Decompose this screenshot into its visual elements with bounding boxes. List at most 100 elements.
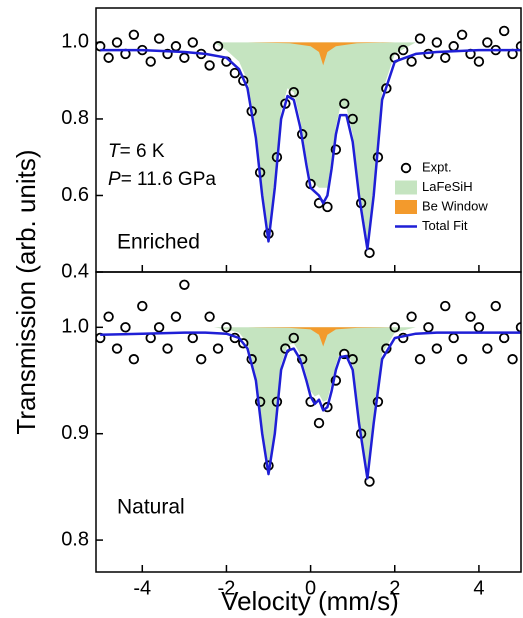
data-point [339, 98, 350, 109]
data-point [507, 354, 518, 365]
data-point [111, 37, 123, 48]
data-point [364, 476, 375, 487]
data-point [179, 279, 190, 290]
data-point [440, 300, 451, 312]
temperature-symbol: T [108, 141, 121, 162]
data-point [179, 52, 190, 63]
data-point [212, 343, 224, 354]
data-point [128, 29, 140, 40]
data-point [364, 247, 375, 259]
data-point [482, 37, 493, 48]
data-point [515, 41, 521, 52]
legend-symbol [395, 200, 417, 214]
y-tick-label: 0.9 [61, 422, 89, 444]
pressure-value: = 11.6 GPa [121, 169, 217, 190]
data-point [322, 201, 333, 213]
x-tick-label: 0 [305, 577, 316, 599]
data-point [482, 343, 493, 354]
fit-line [100, 48, 521, 251]
data-point [103, 52, 114, 63]
data-point [313, 417, 325, 429]
x-tick-label: 4 [473, 577, 484, 599]
data-point [473, 322, 485, 333]
data-point [280, 343, 291, 354]
data-point [473, 56, 485, 67]
temperature-label: T= 6 K [108, 141, 165, 162]
axes-frame [95, 271, 522, 573]
data-point [397, 44, 409, 56]
data-point [288, 86, 299, 98]
area [247, 42, 395, 66]
data-point [238, 338, 249, 349]
data-point [414, 33, 426, 44]
data-point [498, 25, 510, 37]
data-point [406, 56, 417, 67]
data-point [170, 311, 182, 322]
data-point [423, 322, 434, 333]
data-point [456, 354, 468, 365]
data-point [330, 144, 342, 155]
data-point [406, 311, 417, 322]
area [247, 327, 395, 347]
data-point [204, 60, 215, 71]
data-point [490, 300, 501, 312]
y-tick-label: 0.6 [61, 184, 89, 206]
pressure-symbol: P [108, 169, 121, 190]
data-point [195, 354, 207, 365]
data-point [448, 332, 459, 344]
area [213, 327, 416, 475]
y-tick-label: 0.8 [61, 528, 89, 550]
panel-label: Natural [117, 496, 185, 519]
y-tick-label: 0.8 [61, 107, 89, 129]
data-point [170, 41, 182, 52]
x-tick-label: 2 [389, 577, 400, 599]
legend-label: LaFeSiH [422, 179, 473, 194]
data-point [465, 311, 476, 322]
data-point [187, 37, 198, 48]
data-point [229, 67, 241, 79]
panel-label: Enriched [117, 231, 200, 254]
data-point [389, 322, 400, 333]
fit-line [100, 331, 521, 480]
temperature-value: = 6 K [120, 141, 165, 162]
data-point [204, 311, 215, 322]
legend-label: Be Window [422, 198, 488, 213]
data-point [111, 343, 123, 354]
data-point [440, 52, 451, 63]
y-tick-label: 1.0 [61, 316, 89, 338]
plot-area [96, 279, 521, 487]
data-point [431, 343, 443, 354]
data-point [128, 354, 140, 365]
data-point [103, 311, 114, 322]
y-tick-label: 0.4 [61, 260, 89, 282]
data-point [137, 300, 148, 312]
data-point [414, 354, 426, 365]
data-point [339, 348, 350, 360]
data-point [162, 343, 173, 354]
x-tick-label: -4 [133, 577, 151, 599]
data-point [153, 33, 165, 44]
data-point [145, 56, 156, 67]
legend-symbol [400, 162, 412, 174]
data-point [456, 29, 468, 40]
x-tick-label: -2 [218, 577, 236, 599]
data-point [187, 332, 198, 344]
data-point [221, 322, 232, 333]
y-axis-label: Transmission (arb. units) [11, 149, 41, 434]
data-point [162, 48, 173, 60]
data-point [515, 322, 521, 333]
data-point [288, 332, 299, 344]
pressure-label: P= 11.6 GPa [108, 169, 216, 190]
data-point [145, 332, 156, 344]
data-point [498, 332, 510, 344]
data-point [212, 41, 224, 52]
legend-label: Expt. [422, 159, 452, 174]
area [213, 42, 416, 242]
plot-area [96, 25, 521, 259]
data-point [153, 322, 165, 333]
x-axis-label: Velocity (mm/s) [221, 586, 399, 616]
data-point [120, 322, 131, 333]
data-point [431, 37, 443, 48]
